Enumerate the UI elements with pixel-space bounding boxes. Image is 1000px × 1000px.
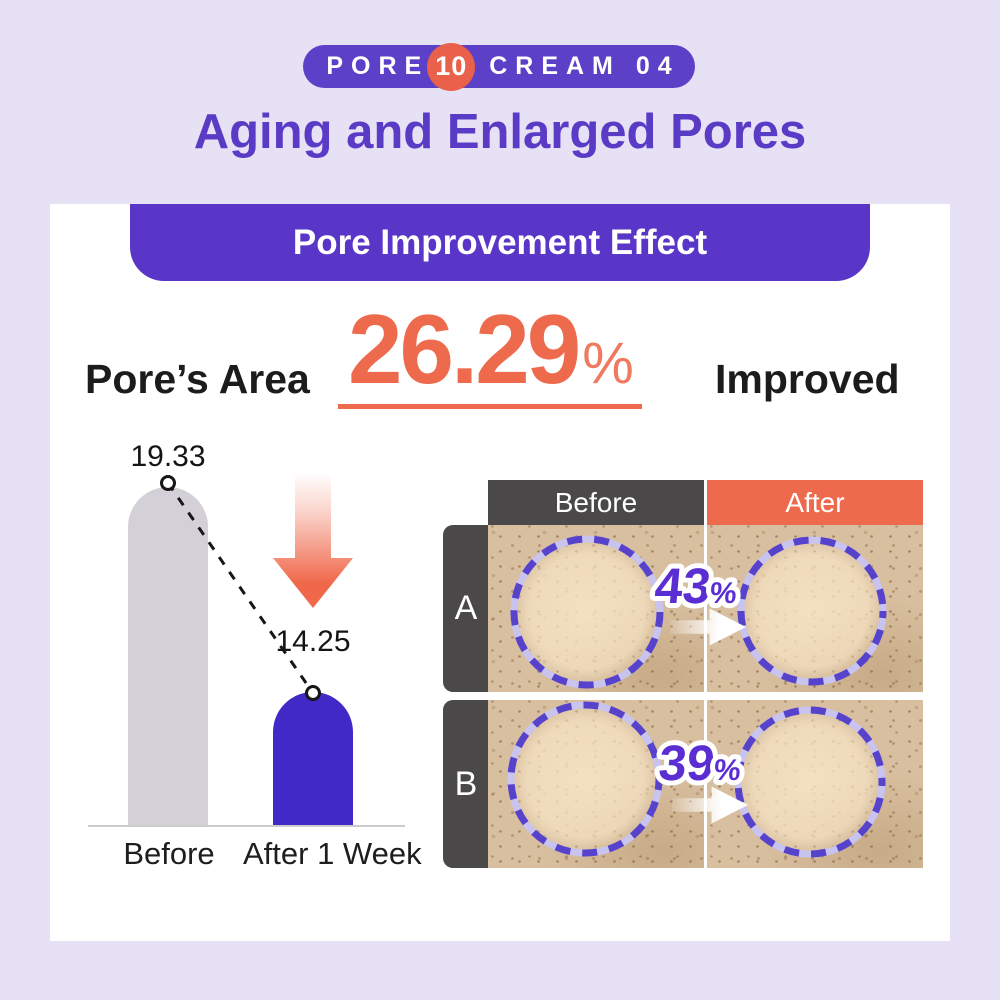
skin-photo-b-after	[707, 700, 923, 868]
pore-area-highlight	[741, 540, 883, 682]
pore-area-highlight	[514, 539, 660, 685]
pore-area-highlight	[738, 710, 882, 854]
improvement-value-b: 39	[657, 735, 717, 791]
chart-baseline-axis	[88, 825, 405, 827]
bar-value-before: 19.33	[130, 440, 206, 473]
headline-statistic: 26.29 %	[338, 300, 642, 409]
category-label-after: After 1 Week	[243, 836, 422, 871]
decrease-arrow-icon	[273, 473, 353, 608]
bar-value-after: 14.25	[275, 625, 351, 658]
row-label-b: B	[443, 700, 489, 868]
headline-value: 26.29	[348, 294, 581, 404]
skin-photo-a-after	[707, 525, 923, 692]
headline-unit: %	[582, 331, 634, 396]
improvement-value-a: 43	[653, 558, 713, 614]
column-header-before: Before	[488, 480, 704, 525]
headline-prefix: Pore’s Area	[85, 356, 310, 402]
svg-text:43%: 43%	[653, 558, 740, 614]
pore-circle-marker-icon	[737, 536, 887, 686]
skin-photo-b-before	[488, 700, 704, 868]
improvement-unit-b: %	[713, 754, 743, 787]
bar-after-1-week	[273, 692, 353, 825]
content-card: Pore Improvement Effect Pore’s Area 26.2…	[50, 204, 950, 941]
pore-circle-marker-icon	[510, 535, 664, 689]
headline-suffix: Improved	[715, 356, 900, 402]
badge-text-left: PORE	[326, 52, 430, 80]
section-banner: Pore Improvement Effect	[130, 204, 870, 281]
improvement-percent-b: 39%	[652, 730, 747, 796]
improvement-percent-a: 43%	[648, 553, 743, 619]
bar-before	[128, 487, 208, 825]
pore-circle-marker-icon	[734, 706, 886, 858]
pore-area-highlight	[511, 705, 659, 853]
badge-number-circle: 10	[427, 42, 476, 91]
improvement-unit-a: %	[709, 577, 739, 610]
svg-text:39%: 39%	[657, 735, 744, 791]
row-label-a: A	[443, 525, 489, 692]
product-badge: PORE 10 CREAM 04	[303, 42, 695, 91]
pore-circle-marker-icon	[507, 701, 663, 857]
skin-photo-a-before	[488, 525, 704, 692]
badge-text-right: CREAM 04	[489, 52, 680, 80]
column-header-after: After	[707, 480, 923, 525]
page-title: Aging and Enlarged Pores	[193, 105, 807, 159]
category-label-before: Before	[123, 836, 215, 871]
